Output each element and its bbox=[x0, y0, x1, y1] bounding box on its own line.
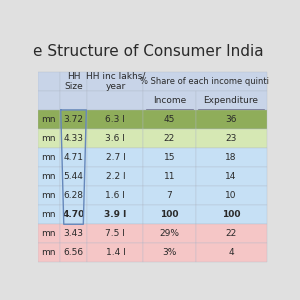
FancyBboxPatch shape bbox=[196, 186, 266, 205]
FancyBboxPatch shape bbox=[143, 91, 196, 110]
Text: 14: 14 bbox=[225, 172, 237, 181]
Text: 22: 22 bbox=[225, 229, 237, 238]
FancyBboxPatch shape bbox=[196, 224, 266, 243]
Text: 3.6 l: 3.6 l bbox=[106, 134, 125, 143]
Text: mn: mn bbox=[41, 210, 56, 219]
FancyBboxPatch shape bbox=[60, 243, 88, 262]
Text: 1.4 l: 1.4 l bbox=[106, 248, 125, 257]
FancyBboxPatch shape bbox=[60, 91, 88, 110]
FancyBboxPatch shape bbox=[88, 243, 143, 262]
FancyBboxPatch shape bbox=[196, 205, 266, 224]
FancyBboxPatch shape bbox=[38, 243, 60, 262]
FancyBboxPatch shape bbox=[88, 186, 143, 205]
Text: 6.3 l: 6.3 l bbox=[106, 115, 125, 124]
FancyBboxPatch shape bbox=[143, 243, 196, 262]
Text: e Structure of Consumer India: e Structure of Consumer India bbox=[33, 44, 263, 59]
Text: 4.71: 4.71 bbox=[64, 153, 83, 162]
FancyBboxPatch shape bbox=[143, 224, 196, 243]
FancyBboxPatch shape bbox=[88, 148, 143, 167]
Text: 22: 22 bbox=[164, 134, 175, 143]
Text: Expenditure: Expenditure bbox=[204, 96, 259, 105]
Text: 36: 36 bbox=[225, 115, 237, 124]
Text: % Share of each income quinti: % Share of each income quinti bbox=[140, 77, 269, 86]
FancyBboxPatch shape bbox=[143, 110, 196, 129]
FancyBboxPatch shape bbox=[60, 110, 88, 129]
FancyBboxPatch shape bbox=[88, 72, 143, 91]
FancyBboxPatch shape bbox=[88, 167, 143, 186]
Text: mn: mn bbox=[41, 229, 56, 238]
Text: HH inc lakhs/
year: HH inc lakhs/ year bbox=[86, 72, 145, 91]
FancyBboxPatch shape bbox=[88, 224, 143, 243]
FancyBboxPatch shape bbox=[196, 110, 266, 129]
FancyBboxPatch shape bbox=[60, 186, 88, 205]
FancyBboxPatch shape bbox=[196, 167, 266, 186]
FancyBboxPatch shape bbox=[38, 186, 60, 205]
FancyBboxPatch shape bbox=[88, 205, 143, 224]
FancyBboxPatch shape bbox=[88, 91, 143, 110]
FancyBboxPatch shape bbox=[196, 243, 266, 262]
Text: 5.44: 5.44 bbox=[64, 172, 83, 181]
Text: 100: 100 bbox=[160, 210, 179, 219]
Text: 23: 23 bbox=[225, 134, 237, 143]
FancyBboxPatch shape bbox=[143, 186, 196, 205]
FancyBboxPatch shape bbox=[38, 110, 60, 129]
Text: mn: mn bbox=[41, 172, 56, 181]
FancyBboxPatch shape bbox=[60, 205, 88, 224]
Text: 4: 4 bbox=[228, 248, 234, 257]
Text: 4.70: 4.70 bbox=[62, 210, 85, 219]
Text: mn: mn bbox=[41, 191, 56, 200]
FancyBboxPatch shape bbox=[38, 129, 60, 148]
Text: 2.2 l: 2.2 l bbox=[106, 172, 125, 181]
FancyBboxPatch shape bbox=[60, 167, 88, 186]
Text: 45: 45 bbox=[164, 115, 175, 124]
FancyBboxPatch shape bbox=[38, 167, 60, 186]
Text: HH
Size: HH Size bbox=[64, 72, 83, 91]
Text: 7.5 l: 7.5 l bbox=[106, 229, 125, 238]
Text: mn: mn bbox=[41, 248, 56, 257]
FancyBboxPatch shape bbox=[38, 205, 60, 224]
Text: 6.56: 6.56 bbox=[64, 248, 84, 257]
Text: 15: 15 bbox=[164, 153, 175, 162]
FancyBboxPatch shape bbox=[143, 167, 196, 186]
FancyBboxPatch shape bbox=[88, 129, 143, 148]
Text: 3.9 l: 3.9 l bbox=[104, 210, 127, 219]
FancyBboxPatch shape bbox=[38, 148, 60, 167]
Text: Income: Income bbox=[153, 96, 186, 105]
Text: 100: 100 bbox=[222, 210, 240, 219]
Text: 29%: 29% bbox=[159, 229, 179, 238]
Text: mn: mn bbox=[41, 115, 56, 124]
FancyBboxPatch shape bbox=[88, 110, 143, 129]
FancyBboxPatch shape bbox=[38, 72, 60, 91]
FancyBboxPatch shape bbox=[196, 91, 266, 110]
FancyBboxPatch shape bbox=[60, 129, 88, 148]
FancyBboxPatch shape bbox=[196, 148, 266, 167]
Text: 2.7 l: 2.7 l bbox=[106, 153, 125, 162]
Text: 3.72: 3.72 bbox=[64, 115, 83, 124]
Text: 3%: 3% bbox=[162, 248, 177, 257]
Text: 4.33: 4.33 bbox=[64, 134, 83, 143]
Text: 6.28: 6.28 bbox=[64, 191, 83, 200]
FancyBboxPatch shape bbox=[60, 72, 88, 91]
Text: 1.6 l: 1.6 l bbox=[106, 191, 125, 200]
Text: 18: 18 bbox=[225, 153, 237, 162]
FancyBboxPatch shape bbox=[143, 205, 196, 224]
Text: 10: 10 bbox=[225, 191, 237, 200]
FancyBboxPatch shape bbox=[143, 72, 266, 91]
Text: 11: 11 bbox=[164, 172, 175, 181]
FancyBboxPatch shape bbox=[143, 129, 196, 148]
Text: 3.43: 3.43 bbox=[64, 229, 83, 238]
Text: mn: mn bbox=[41, 134, 56, 143]
FancyBboxPatch shape bbox=[60, 148, 88, 167]
FancyBboxPatch shape bbox=[143, 148, 196, 167]
Text: mn: mn bbox=[41, 153, 56, 162]
FancyBboxPatch shape bbox=[38, 224, 60, 243]
FancyBboxPatch shape bbox=[196, 129, 266, 148]
Text: 7: 7 bbox=[167, 191, 172, 200]
FancyBboxPatch shape bbox=[60, 224, 88, 243]
FancyBboxPatch shape bbox=[38, 91, 60, 110]
